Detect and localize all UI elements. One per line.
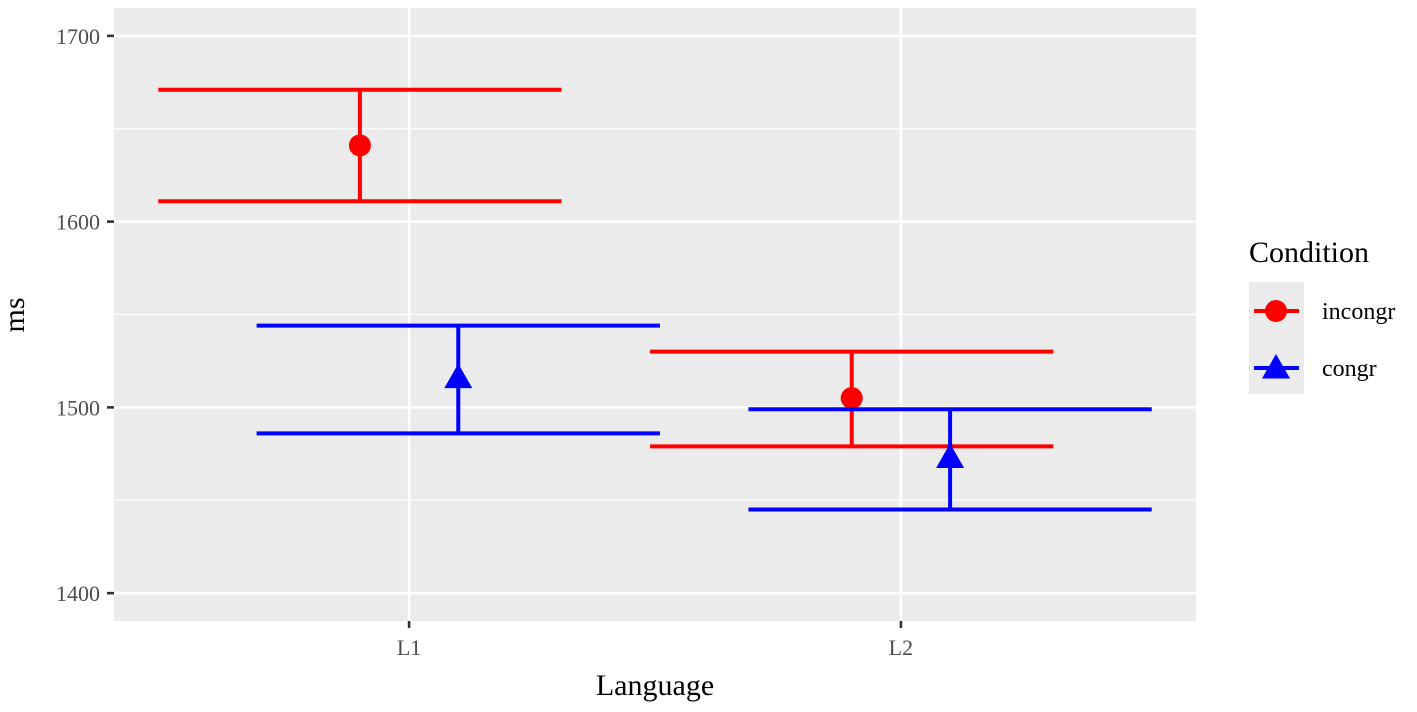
legend-label-incongr: incongr: [1322, 299, 1395, 325]
x-axis-title: Language: [596, 669, 714, 702]
point-incongr: [840, 387, 863, 410]
legend-label-congr: congr: [1322, 356, 1377, 382]
y-tick-label: 1700: [56, 24, 100, 49]
y-axis: 1400 1500 1600 1700: [56, 24, 114, 606]
point-incongr: [348, 134, 371, 157]
grid-minor: [114, 128, 1196, 501]
point-congr: [936, 443, 965, 469]
y-tick-label: 1600: [56, 210, 100, 235]
point-congr: [444, 363, 473, 389]
legend: Condition incongr congr: [1249, 236, 1395, 394]
legend-key-point-incongr: [1265, 300, 1287, 322]
legend-title: Condition: [1249, 236, 1369, 269]
y-axis-title: ms: [0, 297, 31, 332]
y-tick-label: 1500: [56, 395, 100, 420]
y-tick-label: 1400: [56, 581, 100, 606]
legend-key-point-congr: [1262, 354, 1290, 379]
x-axis: L1 L2: [397, 621, 913, 660]
grid-major: [114, 8, 1196, 621]
legend-keys: incongr congr: [1254, 299, 1395, 382]
x-tick-label: L1: [397, 635, 421, 660]
data-marks: [158, 87, 1152, 512]
x-tick-label: L2: [889, 635, 913, 660]
